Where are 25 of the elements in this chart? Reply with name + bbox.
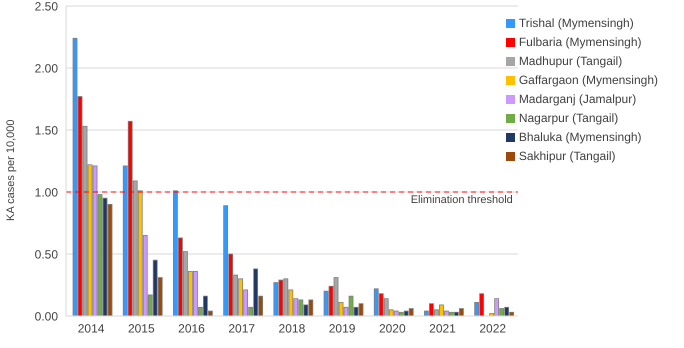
y-tick-label: 1.00 bbox=[34, 185, 58, 200]
legend-label: Fulbaria (Mymensingh) bbox=[518, 35, 642, 49]
x-tick-label: 2020 bbox=[378, 322, 406, 336]
y-axis-title: KA cases per 10,000 bbox=[4, 119, 17, 221]
x-tick-label: 2018 bbox=[278, 322, 306, 336]
y-tick-label: 0.00 bbox=[34, 309, 58, 324]
x-tick-label: 2017 bbox=[228, 322, 256, 336]
x-tick-label: 2014 bbox=[78, 322, 105, 336]
legend-label: Trishal (Mymensingh) bbox=[518, 16, 634, 30]
y-tick-label: 1.50 bbox=[34, 123, 58, 138]
ref-line-label: Elimination threshold bbox=[410, 194, 513, 206]
x-tick-label: 2019 bbox=[328, 322, 356, 336]
y-tick-label: 0.50 bbox=[34, 247, 58, 262]
legend-label: Gaffargaon (Mymensingh) bbox=[518, 73, 658, 87]
x-tick-label: 2015 bbox=[128, 322, 155, 336]
legend-label: Sakhipur (Tangail) bbox=[518, 149, 616, 163]
legend-label: Nagarpur (Tangail) bbox=[518, 111, 618, 125]
x-tick-label: 2021 bbox=[429, 322, 456, 336]
y-tick-label: 2.50 bbox=[34, 0, 58, 14]
legend-label: Madarganj (Jamalpur) bbox=[518, 92, 636, 106]
legend-label: Madhupur (Tangail) bbox=[518, 54, 622, 68]
x-tick-label: 2022 bbox=[479, 322, 506, 336]
y-tick-label: 2.00 bbox=[34, 61, 58, 76]
legend-label: Bhaluka (Mymensingh) bbox=[518, 130, 642, 144]
x-tick-label: 2016 bbox=[178, 322, 206, 336]
